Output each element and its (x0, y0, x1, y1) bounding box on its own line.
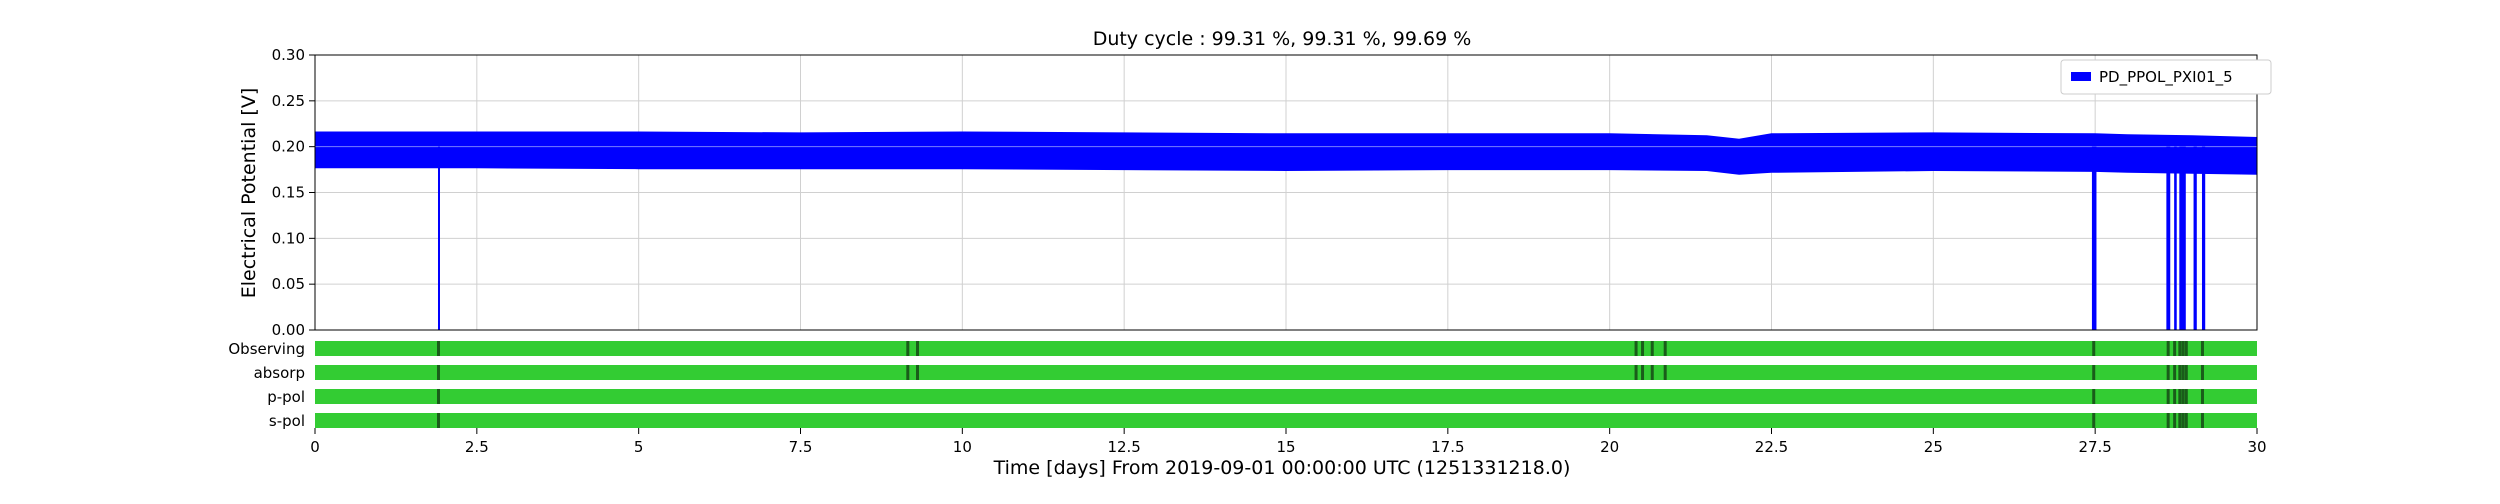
state-off-marker (2167, 341, 2170, 356)
state-off-marker (437, 365, 440, 380)
state-bar (315, 341, 2257, 356)
series-dropout (2179, 147, 2185, 330)
state-off-marker (2185, 413, 2188, 428)
series-dropout (2202, 147, 2205, 330)
series-dropout (2092, 147, 2097, 330)
x-tick-label: 25 (1924, 438, 1943, 456)
state-bar (315, 413, 2257, 428)
state-off-marker (2178, 365, 2181, 380)
state-off-marker (2092, 389, 2095, 404)
series-dropout (2166, 147, 2170, 330)
state-off-marker (2182, 389, 2185, 404)
state-bar-label: Observing (228, 340, 305, 358)
x-tick-label: 30 (2247, 438, 2266, 456)
y-axis-label: Electrical Potential [V] (238, 88, 260, 298)
state-off-marker (2092, 413, 2095, 428)
y-tick-label: 0.10 (272, 229, 305, 247)
legend-swatch (2071, 72, 2091, 81)
x-tick-label: 10 (953, 438, 972, 456)
state-off-marker (2173, 341, 2176, 356)
x-tick-label: 20 (1600, 438, 1619, 456)
state-off-marker (916, 365, 919, 380)
y-tick-label: 0.00 (272, 321, 305, 339)
state-off-marker (2167, 389, 2170, 404)
state-off-marker (2178, 389, 2181, 404)
state-off-marker (2173, 413, 2176, 428)
x-tick-label: 7.5 (789, 438, 813, 456)
x-tick-label: 15 (1276, 438, 1295, 456)
state-off-marker (2092, 365, 2095, 380)
series-dropout (2194, 147, 2197, 330)
y-tick-label: 0.20 (272, 138, 305, 156)
state-off-marker (1635, 365, 1638, 380)
x-tick-label: 0 (310, 438, 320, 456)
state-off-marker (2182, 413, 2185, 428)
y-tick-label: 0.05 (272, 275, 305, 293)
state-off-marker (2182, 365, 2185, 380)
state-off-marker (916, 341, 919, 356)
y-tick-label: 0.25 (272, 92, 305, 110)
x-tick-label: 2.5 (465, 438, 489, 456)
state-off-marker (437, 341, 440, 356)
legend: PD_PPOL_PXI01_5 (2061, 60, 2271, 94)
state-off-marker (437, 413, 440, 428)
y-tick-label: 0.30 (272, 46, 305, 64)
state-off-marker (1651, 365, 1654, 380)
legend-label: PD_PPOL_PXI01_5 (2099, 68, 2233, 87)
y-tick-label: 0.15 (272, 184, 305, 202)
y-tick-labels: 0.00 0.05 0.10 0.15 0.20 0.25 0.30 (272, 46, 305, 339)
state-off-marker (2185, 341, 2188, 356)
state-off-marker (2178, 341, 2181, 356)
state-bar-label: p-pol (267, 388, 305, 406)
state-bars: Observing absorp p-pol s-pol (228, 340, 2257, 430)
state-off-marker (2201, 365, 2204, 380)
state-off-marker (1664, 341, 1667, 356)
series-band (315, 132, 2257, 174)
state-off-marker (2185, 365, 2188, 380)
state-off-marker (906, 341, 909, 356)
x-tick-label: 12.5 (1107, 438, 1140, 456)
state-off-marker (2167, 365, 2170, 380)
state-off-marker (2201, 389, 2204, 404)
state-off-marker (2201, 341, 2204, 356)
state-off-marker (2201, 413, 2204, 428)
state-bar (315, 389, 2257, 404)
state-off-marker (1664, 365, 1667, 380)
series-dropout (2174, 147, 2177, 330)
x-tick-label: 22.5 (1755, 438, 1788, 456)
state-off-marker (2178, 413, 2181, 428)
state-off-marker (1651, 341, 1654, 356)
grid-lines (315, 55, 2257, 330)
state-off-marker (2173, 365, 2176, 380)
state-off-marker (437, 389, 440, 404)
chart-title: Duty cycle : 99.31 %, 99.31 %, 99.69 % (1093, 28, 1472, 50)
x-tick-label: 5 (634, 438, 644, 456)
state-off-marker (2167, 413, 2170, 428)
state-off-marker (1635, 341, 1638, 356)
state-off-marker (2182, 341, 2185, 356)
x-tick-label: 17.5 (1431, 438, 1464, 456)
state-bar (315, 365, 2257, 380)
series-dropout (438, 147, 440, 330)
state-off-marker (906, 365, 909, 380)
state-off-marker (2173, 389, 2176, 404)
state-off-marker (2092, 341, 2095, 356)
x-axis-label: Time [days] From 2019-09-01 00:00:00 UTC… (993, 457, 1571, 479)
state-bar-label: absorp (254, 364, 305, 382)
state-off-marker (1641, 365, 1644, 380)
state-bar-label: s-pol (269, 412, 305, 430)
state-off-marker (2185, 389, 2188, 404)
state-off-marker (1641, 341, 1644, 356)
x-tick-label: 27.5 (2078, 438, 2111, 456)
x-tick-labels: 0 2.5 5 7.5 10 12.5 15 17.5 20 22.5 25 27.5 30 (310, 438, 2266, 456)
